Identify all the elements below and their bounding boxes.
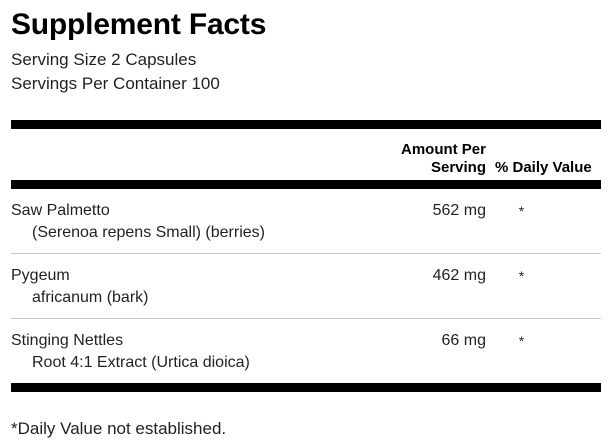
row-spacer — [11, 244, 601, 253]
ingredient-daily-value: * — [518, 268, 525, 284]
row-spacer — [11, 374, 601, 383]
rule-top-thick — [11, 120, 601, 129]
row-spacer — [11, 309, 601, 318]
table-row: Saw Palmetto (Serenoa repens Small) (ber… — [11, 189, 601, 244]
ingredients-table-3: Stinging Nettles Root 4:1 Extract (Urtic… — [11, 319, 601, 383]
header-cell-daily-value: % Daily Value — [495, 159, 592, 176]
row-spacer-cell — [11, 374, 601, 383]
ingredient-name: Pygeum — [11, 267, 70, 284]
ingredient-subtext: Root 4:1 Extract (Urtica dioica) — [32, 354, 250, 371]
header-amount-line2: Serving — [430, 159, 486, 176]
ingredient-subtext: africanum (bark) — [32, 289, 149, 306]
ingredient-amount: 562 mg — [432, 202, 486, 219]
table-row: Stinging Nettles Root 4:1 Extract (Urtic… — [11, 319, 601, 374]
rule-hairline-1 — [11, 253, 601, 254]
supplement-facts-panel: Supplement Facts Serving Size 2 Capsules… — [11, 8, 601, 438]
table-row: Pygeum africanum (bark) 462 mg * — [11, 254, 601, 309]
row-spacer-cell — [11, 244, 601, 253]
page-title: Supplement Facts — [11, 8, 267, 41]
serving-size-text: Serving Size 2 Capsules — [11, 50, 197, 69]
header-amount-line1: Amount Per — [400, 141, 486, 158]
ingredient-subtext: (Serenoa repens Small) (berries) — [32, 224, 265, 241]
ingredient-name: Stinging Nettles — [11, 332, 124, 349]
rule-bottom-thick — [11, 383, 601, 392]
ingredients-table-2: Pygeum africanum (bark) 462 mg * — [11, 254, 601, 318]
supplement-facts-table: Amount Per Serving % Daily Value — [11, 129, 601, 180]
footnote-daily-value: *Daily Value not established. — [11, 419, 227, 438]
header-cell-amount-per-serving: Amount Per Serving — [377, 129, 488, 180]
rule-hairline-2 — [11, 318, 601, 319]
row-spacer-cell — [11, 309, 601, 318]
ingredient-amount: 462 mg — [432, 267, 486, 284]
servings-per-container-text: Servings Per Container 100 — [11, 74, 220, 93]
table-header-row: Amount Per Serving % Daily Value — [11, 129, 601, 180]
ingredient-daily-value: * — [518, 203, 525, 219]
ingredient-name-cell: Pygeum africanum (bark) — [11, 254, 377, 309]
ingredient-name: Saw Palmetto — [11, 202, 110, 219]
ingredient-name-cell: Stinging Nettles Root 4:1 Extract (Urtic… — [11, 319, 377, 374]
ingredient-daily-value: * — [518, 333, 525, 349]
ingredient-amount: 66 mg — [441, 332, 486, 349]
ingredients-table: Saw Palmetto (Serenoa repens Small) (ber… — [11, 189, 601, 253]
ingredient-name-cell: Saw Palmetto (Serenoa repens Small) (ber… — [11, 189, 377, 244]
rule-header-thick — [11, 180, 601, 189]
header-cell-name — [11, 129, 377, 180]
